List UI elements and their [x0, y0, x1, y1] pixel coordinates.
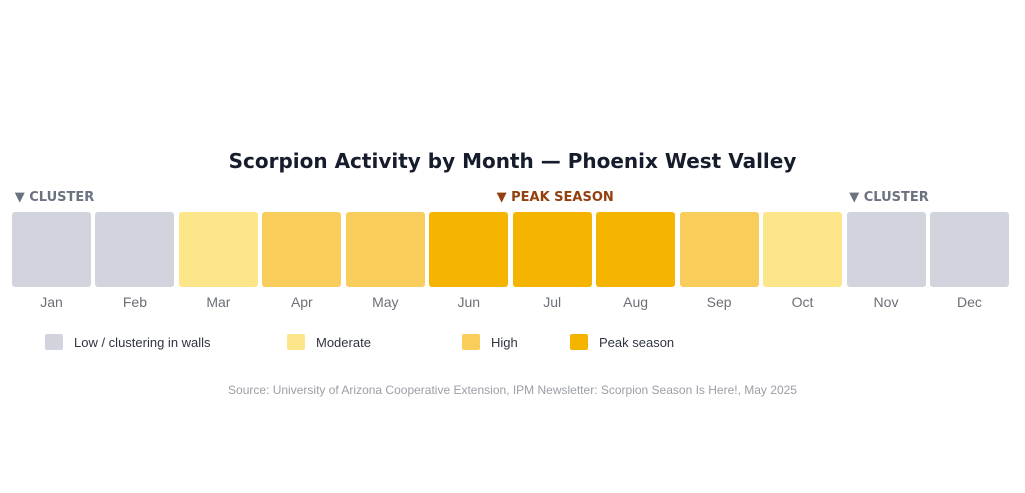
legend-swatch: [570, 334, 588, 350]
legend-swatch: [45, 334, 63, 350]
annotation-marker-0: ▼ CLUSTER: [14, 190, 95, 205]
month-cell-apr: [262, 212, 342, 287]
legend-swatch: [462, 334, 480, 350]
month-label-jul: Jul: [543, 294, 562, 310]
legend-label: Moderate: [316, 335, 371, 350]
annotation-marker-1: ▼ PEAK SEASON: [496, 190, 614, 205]
month-cell-feb: [95, 212, 175, 287]
month-label-jan: Jan: [40, 294, 63, 310]
month-label-sep: Sep: [706, 294, 732, 310]
legend-label: High: [491, 335, 518, 350]
month-label-nov: Nov: [873, 294, 899, 310]
month-label-may: May: [372, 294, 399, 310]
month-label-dec: Dec: [956, 294, 982, 310]
month-cells: [12, 212, 1009, 287]
month-cell-jun: [429, 212, 509, 287]
month-cell-may: [345, 212, 425, 287]
legend-label: Peak season: [599, 335, 675, 350]
legend-swatch: [287, 334, 305, 350]
month-cell-sep: [679, 212, 759, 287]
month-cell-jul: [512, 212, 592, 287]
month-label-mar: Mar: [206, 294, 231, 310]
legend: Low / clustering in walls Moderate High Pea…: [0, 333, 1025, 353]
month-cell-aug: [596, 212, 676, 287]
annotation-row: ▼ CLUSTER ▼ PEAK SEASON ▼ CLUSTER: [0, 190, 1025, 208]
chart-title: Scorpion Activity by Month — Phoenix Wes…: [228, 149, 797, 173]
month-label-oct: Oct: [791, 294, 814, 310]
month-cell-nov: [846, 212, 926, 287]
month-cell-dec: [929, 212, 1009, 287]
source-note: Source: University of Arizona Cooperativ…: [228, 383, 797, 397]
month-cell-mar: [178, 212, 258, 287]
month-cell-oct: [763, 212, 843, 287]
annotation-marker-2: ▼ CLUSTER: [849, 190, 929, 205]
month-label-feb: Feb: [122, 294, 147, 310]
month-label-aug: Aug: [623, 294, 649, 310]
month-label-jun: Jun: [457, 294, 481, 310]
month-label-apr: Apr: [290, 294, 313, 310]
month-cell-jan: [12, 212, 91, 287]
legend-label: Low / clustering in walls: [74, 335, 211, 350]
